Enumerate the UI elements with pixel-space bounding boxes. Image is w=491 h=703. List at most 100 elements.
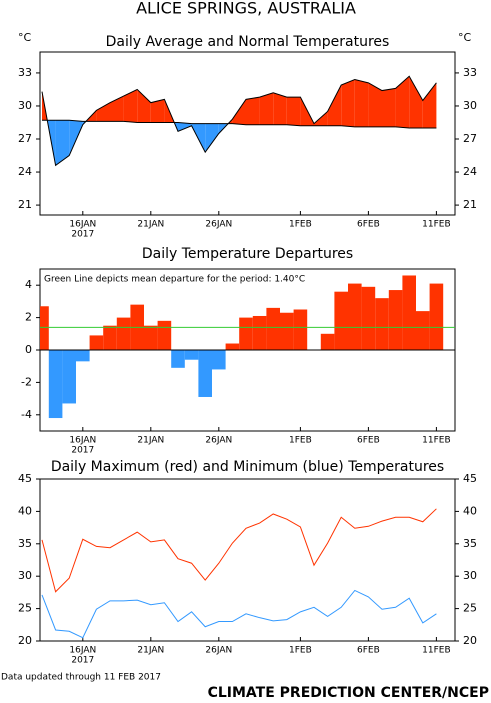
departure-fill [341, 79, 355, 127]
x-tick-label: 6FEB [357, 436, 380, 446]
footer-note: Data updated through 11 FEB 2017 [1, 673, 161, 683]
y-tick-label: 2 [25, 311, 32, 324]
y-tick-label: -2 [21, 375, 32, 388]
departure-fill [382, 88, 396, 127]
departure-fill [150, 99, 165, 123]
bar [62, 350, 76, 404]
bar [348, 283, 362, 350]
x-tick-label: 26JAN [205, 436, 232, 446]
bar [48, 350, 63, 419]
bar [171, 350, 185, 368]
bar [103, 325, 117, 350]
bar [266, 307, 280, 350]
bar [144, 325, 158, 350]
y2-tick-label: 45 [463, 472, 477, 485]
departure-fill [178, 122, 192, 132]
plot-frame [39, 478, 456, 642]
x-tick-label: 16JAN [69, 220, 96, 230]
x-sublabel: 2017 [71, 230, 94, 240]
departure-fill [110, 96, 124, 122]
bar [361, 286, 376, 350]
x-tick-label: 1FEB [289, 436, 312, 446]
bar [89, 335, 104, 350]
x-tick-label: 21JAN [137, 646, 164, 656]
bar [429, 283, 444, 350]
average-line [41, 75, 437, 167]
departure-fill [96, 102, 110, 122]
departure-fill [55, 120, 70, 166]
departure-fill [368, 82, 382, 127]
departure-fill [246, 97, 260, 125]
y-tick-label: 45 [18, 472, 32, 485]
y-tick-label: 30 [18, 99, 32, 112]
y-tick-label: 20 [18, 634, 32, 647]
y-tick-label: 25 [18, 602, 32, 615]
bar [198, 350, 212, 397]
departure-fill [327, 85, 342, 126]
y-axis-label: °C [18, 31, 32, 44]
departure-fill [395, 76, 410, 128]
y2-tick-label: 27 [463, 132, 477, 145]
bar [40, 306, 49, 350]
departure-fill [205, 123, 219, 153]
x-tick-label: 11FEB [422, 436, 451, 446]
bar [212, 350, 226, 370]
departure-fill [273, 92, 287, 125]
bar [239, 317, 253, 350]
x-sublabel: 2017 [71, 446, 94, 456]
bar [280, 312, 294, 350]
y-tick-label: 24 [18, 165, 32, 178]
bar [293, 309, 308, 350]
departure-fill [137, 89, 151, 123]
departure-fill [354, 79, 369, 127]
bar [225, 343, 240, 350]
x-sublabel: 2017 [71, 656, 94, 666]
chart-title: Daily Maximum (red) and Minimum (blue) T… [51, 459, 444, 475]
x-tick-label: 26JAN [205, 220, 232, 230]
y2-tick-label: 20 [463, 634, 477, 647]
y-tick-label: 35 [18, 537, 32, 550]
x-tick-label: 16JAN [69, 436, 96, 446]
y2-tick-label: 25 [463, 602, 477, 615]
x-tick-label: 1FEB [289, 646, 312, 656]
x-tick-label: 26JAN [205, 646, 232, 656]
bar [116, 317, 131, 350]
x-tick-label: 11FEB [422, 220, 451, 230]
x-tick-label: 16JAN [69, 646, 96, 656]
y2-tick-label: 35 [463, 537, 477, 550]
y-tick-label: 27 [18, 132, 32, 145]
bar [184, 350, 199, 360]
credit: CLIMATE PREDICTION CENTER/NCEP [208, 685, 489, 701]
bar [416, 311, 430, 350]
x-tick-label: 21JAN [137, 436, 164, 446]
bar [320, 333, 335, 350]
series-line [41, 589, 437, 639]
bar [157, 320, 172, 350]
y-tick-label: -4 [21, 408, 32, 421]
y-tick-label: 30 [18, 569, 32, 582]
y2-tick-label: 33 [463, 66, 477, 79]
y-tick-label: 0 [25, 343, 32, 356]
bar [252, 315, 267, 350]
normal-line [42, 119, 437, 129]
plot-frame [39, 51, 456, 216]
bar [375, 298, 389, 350]
y-tick-label: 40 [18, 504, 32, 517]
departure-fill [286, 97, 301, 126]
page-title: ALICE SPRINGS, AUSTRALIA [136, 0, 356, 18]
y2-tick-label: 40 [463, 504, 477, 517]
chart-title: Daily Average and Normal Temperatures [106, 34, 390, 50]
chart-title: Daily Temperature Departures [142, 246, 353, 262]
x-tick-label: 21JAN [137, 220, 164, 230]
y-tick-label: 4 [25, 278, 32, 291]
bar [388, 290, 403, 350]
x-tick-label: 11FEB [422, 646, 451, 656]
x-tick-label: 1FEB [289, 220, 312, 230]
x-tick-label: 6FEB [357, 220, 380, 230]
bar [76, 350, 90, 362]
bar [402, 275, 416, 350]
departure-fill [123, 89, 138, 123]
annotation: Green Line depicts mean departure for th… [44, 275, 305, 285]
departure-fill [422, 82, 437, 128]
